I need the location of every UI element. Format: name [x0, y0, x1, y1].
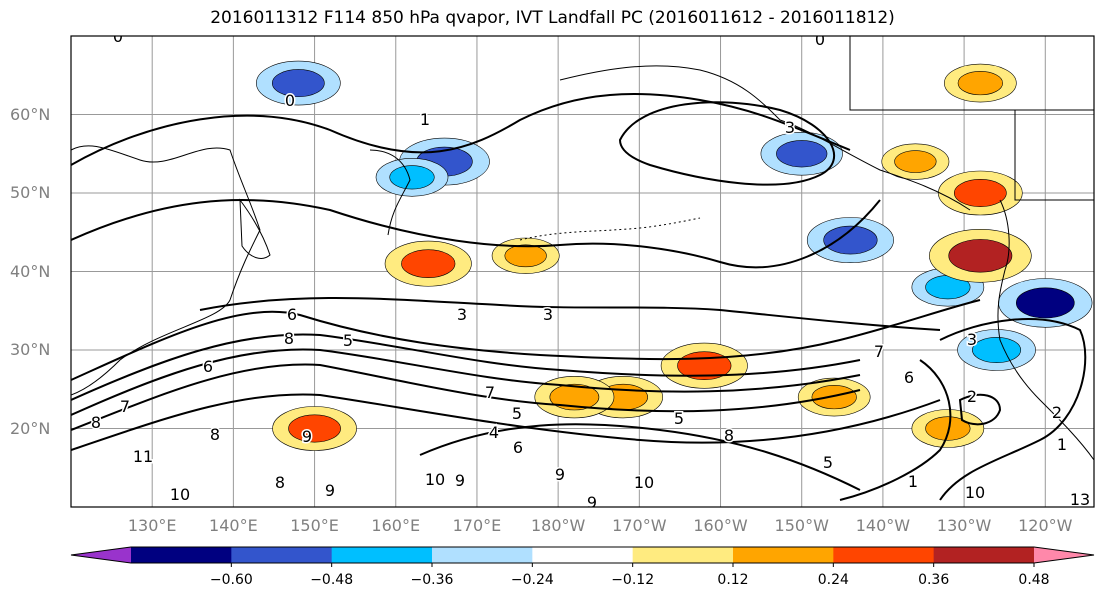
contour-label: 1 — [420, 110, 430, 129]
contour-label: 7 — [874, 342, 884, 361]
canada-border — [849, 36, 1094, 201]
contour-label: 8 — [724, 426, 734, 445]
colorbar-tick-label: 0.12 — [717, 572, 749, 588]
anomaly-patch — [401, 249, 456, 278]
anomaly-patch — [288, 414, 341, 443]
colorbar-tick-label: −0.48 — [310, 572, 354, 588]
contour-label: 8 — [91, 413, 101, 432]
contour-label: 10 — [965, 483, 985, 502]
longitude-label: 160°E — [371, 516, 421, 535]
contour-label: 7 — [120, 397, 130, 416]
contour-label: 10 — [634, 473, 654, 492]
longitude-label: 140°E — [209, 516, 258, 535]
anomaly-patch — [823, 225, 878, 255]
contour-label: 3 — [967, 330, 977, 349]
latitude-label: 60°N — [10, 104, 51, 124]
anomaly-patch — [953, 179, 1007, 207]
contour-label: 6 — [904, 368, 914, 387]
colorbar-tick-label: 0.48 — [1018, 572, 1050, 588]
contour-label: 9 — [302, 427, 312, 446]
contour-label: 6 — [287, 305, 297, 324]
anomaly-patch — [504, 244, 547, 268]
contour-label: 6 — [513, 438, 523, 457]
map-title: 2016011312 F114 850 hPa qvapor, IVT Land… — [210, 8, 895, 28]
longitude-label: 180°W — [530, 516, 586, 535]
colorbar-tick-label: −0.24 — [510, 572, 554, 588]
longitude-label: 130°E — [127, 516, 177, 535]
contour-label: 3 — [457, 305, 467, 324]
contour-label: 1 — [1057, 435, 1067, 454]
longitude-label: 130°W — [936, 516, 992, 535]
coastline-namerica — [997, 199, 1094, 461]
qvapor-anomaly-fill — [256, 60, 1093, 451]
coastline-japan — [239, 198, 271, 259]
anomaly-patch — [948, 239, 1013, 273]
contour-label: 5 — [674, 409, 684, 428]
latitude-label: 50°N — [10, 183, 51, 202]
contour-label: 3 — [785, 118, 795, 137]
contour-label: 9 — [587, 493, 597, 512]
anomaly-patch — [957, 71, 1003, 96]
contour-label: 8 — [210, 425, 220, 444]
contour-label: 5 — [823, 453, 833, 472]
colorbar-tick-label: −0.36 — [410, 572, 454, 588]
anomaly-patch — [776, 140, 828, 168]
latitude-label: 30°N — [10, 340, 51, 359]
contour-label: 5 — [343, 331, 353, 350]
longitude-label: 120°W — [1018, 516, 1073, 535]
contour-label: 2 — [967, 387, 977, 406]
contour-label: 4 — [489, 423, 499, 442]
coastline-alaska — [559, 65, 971, 211]
map-frame — [70, 35, 1095, 508]
contour-label: 8 — [284, 329, 294, 348]
contour-label: 0 — [815, 30, 825, 49]
colorbar-tick-label: −0.12 — [611, 572, 655, 588]
contour-label: 2 — [1052, 403, 1062, 422]
longitude-label: 170°E — [452, 516, 502, 535]
colorbar-tick-label: 0.24 — [817, 572, 849, 588]
longitude-label: 150°E — [290, 516, 339, 535]
latitude-label: 20°N — [10, 418, 51, 438]
colorbar-tick-label: 0.36 — [918, 572, 950, 588]
contour-label: 11 — [133, 447, 153, 466]
anomaly-patch — [389, 165, 435, 190]
contour-label: 1 — [908, 472, 918, 491]
contour-label: 7 — [485, 383, 495, 402]
longitude-label: 160°W — [693, 516, 748, 535]
contour-label: 0 — [285, 91, 295, 110]
coastline-kamchatka — [369, 149, 411, 236]
ivt-contours — [71, 93, 1087, 501]
contour-label: 10 — [425, 470, 445, 489]
contour-label: 0 — [113, 27, 123, 46]
contour-label: 3 — [543, 305, 553, 324]
latitude-label: 40°N — [10, 261, 51, 281]
contour-label: 9 — [325, 481, 335, 500]
contour-label: 10 — [170, 485, 190, 504]
anomaly-patch — [811, 385, 857, 410]
contour-label: 6 — [203, 357, 213, 376]
colorbar-tick-label: −0.60 — [209, 572, 253, 588]
longitude-label: 140°W — [855, 516, 911, 535]
anomaly-patch — [1015, 287, 1075, 319]
contour-label: 9 — [455, 471, 465, 490]
anomaly-patch — [894, 150, 937, 173]
contour-label: 13 — [1070, 490, 1090, 509]
aleutians — [519, 217, 701, 241]
longitude-label: 150°W — [774, 516, 829, 535]
anomaly-patch — [271, 69, 325, 98]
anomaly-patch — [925, 416, 971, 441]
contour-label: 8 — [275, 473, 285, 492]
anomaly-patch — [972, 336, 1022, 364]
contour-label: 5 — [512, 404, 522, 423]
anomaly-patch — [549, 383, 600, 411]
contour-label: 9 — [555, 465, 565, 484]
longitude-label: 170°W — [612, 516, 667, 535]
